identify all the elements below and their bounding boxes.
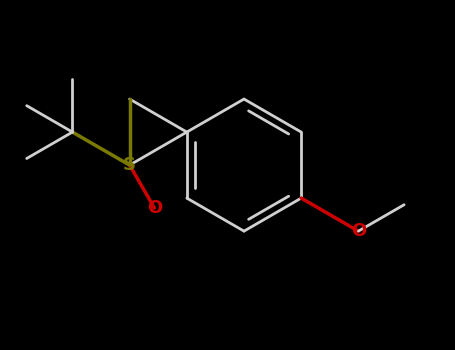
Text: S: S bbox=[123, 156, 136, 174]
Text: O: O bbox=[147, 199, 162, 217]
Text: O: O bbox=[351, 222, 366, 240]
